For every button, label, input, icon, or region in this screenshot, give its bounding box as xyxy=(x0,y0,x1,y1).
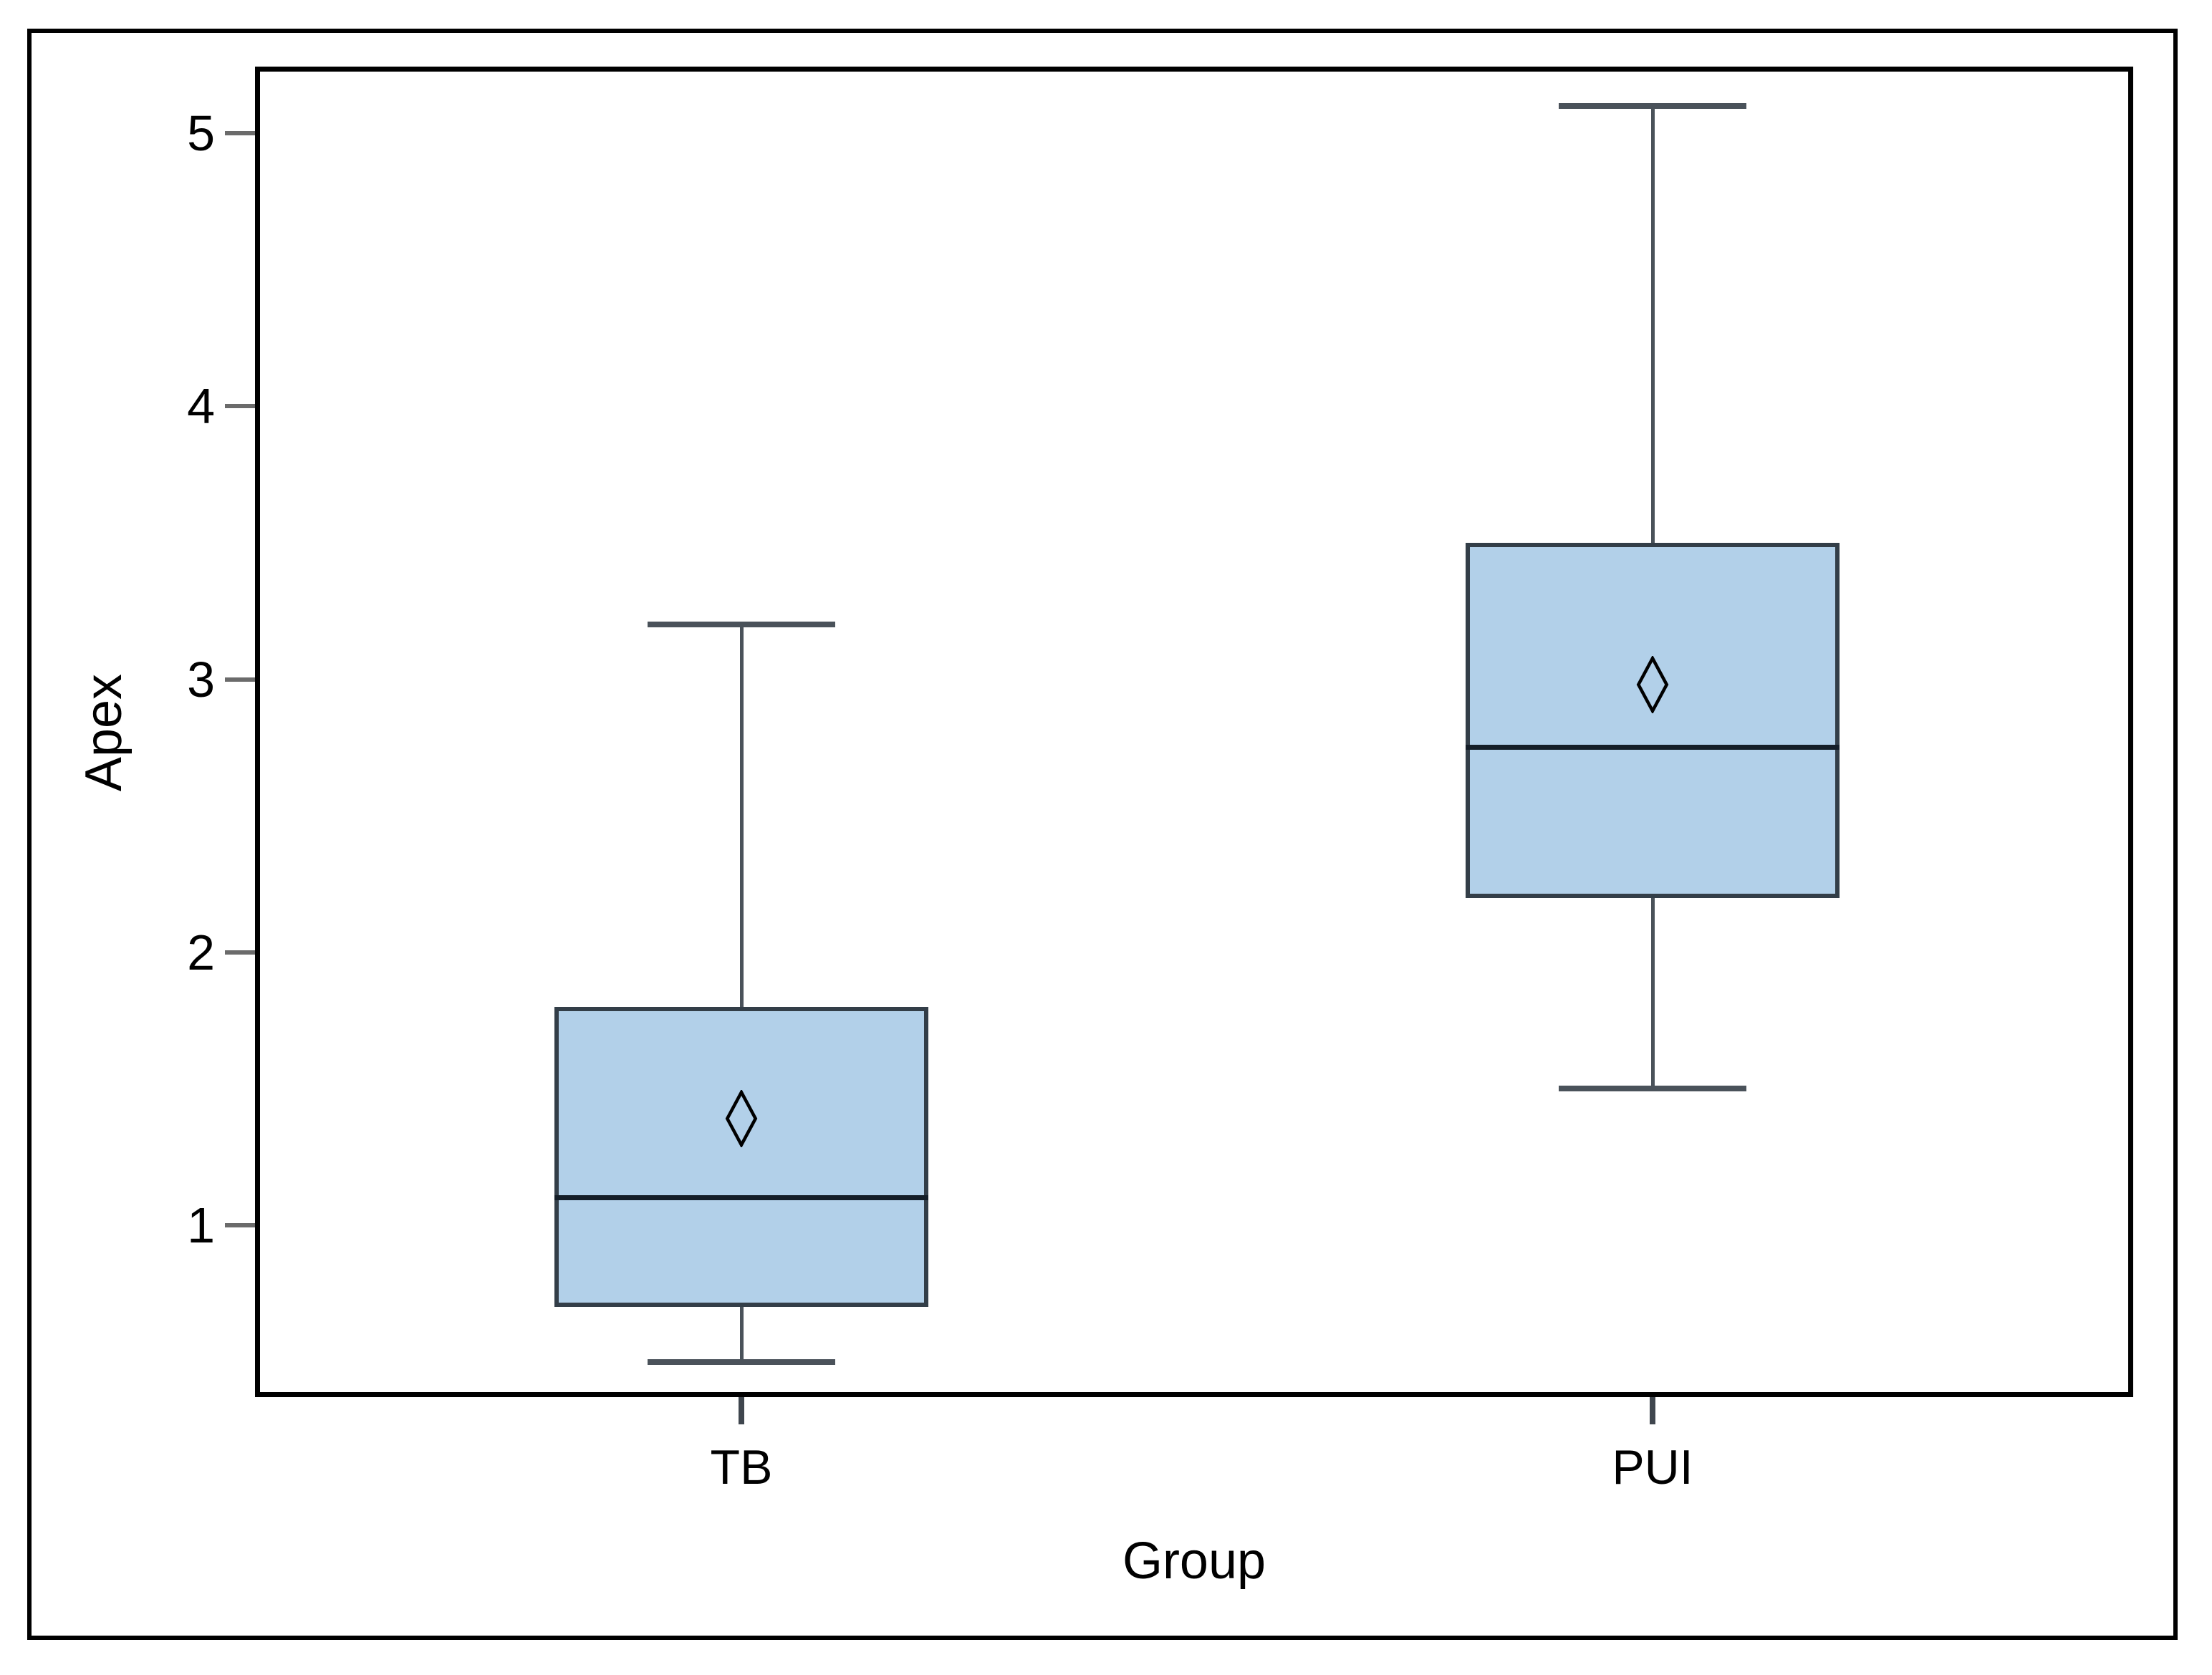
y-tick-label: 1 xyxy=(187,1197,215,1253)
mean-diamond-marker xyxy=(725,1090,758,1148)
x-category-label: PUI xyxy=(1612,1440,1693,1495)
whisker-line-upper xyxy=(739,624,744,1007)
y-axis-tick xyxy=(225,677,255,682)
whisker-cap-max xyxy=(648,622,835,628)
y-axis-tick xyxy=(225,131,255,135)
x-axis-tick xyxy=(1650,1397,1655,1424)
median-line xyxy=(554,1195,928,1201)
whisker-line-lower xyxy=(739,1307,744,1362)
iqr-box xyxy=(1466,542,1840,898)
whisker-cap-max xyxy=(1559,102,1746,109)
y-axis-tick xyxy=(225,404,255,409)
plot-area xyxy=(255,67,2133,1397)
x-axis-tick xyxy=(739,1397,744,1424)
figure-border xyxy=(27,29,2178,1640)
whisker-cap-min xyxy=(648,1358,835,1365)
x-category-label: TB xyxy=(710,1440,773,1495)
y-tick-label: 5 xyxy=(187,105,215,161)
y-axis-tick xyxy=(225,1223,255,1227)
y-tick-label: 4 xyxy=(187,378,215,435)
y-tick-label: 3 xyxy=(187,651,215,708)
whisker-line-lower xyxy=(1650,897,1655,1089)
whisker-line-upper xyxy=(1650,105,1655,543)
whisker-cap-min xyxy=(1559,1086,1746,1092)
iqr-box xyxy=(554,1007,928,1308)
y-axis-tick xyxy=(225,950,255,955)
median-line xyxy=(1466,745,1840,750)
mean-diamond-marker xyxy=(1636,656,1669,714)
y-tick-label: 2 xyxy=(187,924,215,980)
y-axis-title: Apex xyxy=(75,673,133,792)
x-axis-title: Group xyxy=(1122,1532,1266,1590)
